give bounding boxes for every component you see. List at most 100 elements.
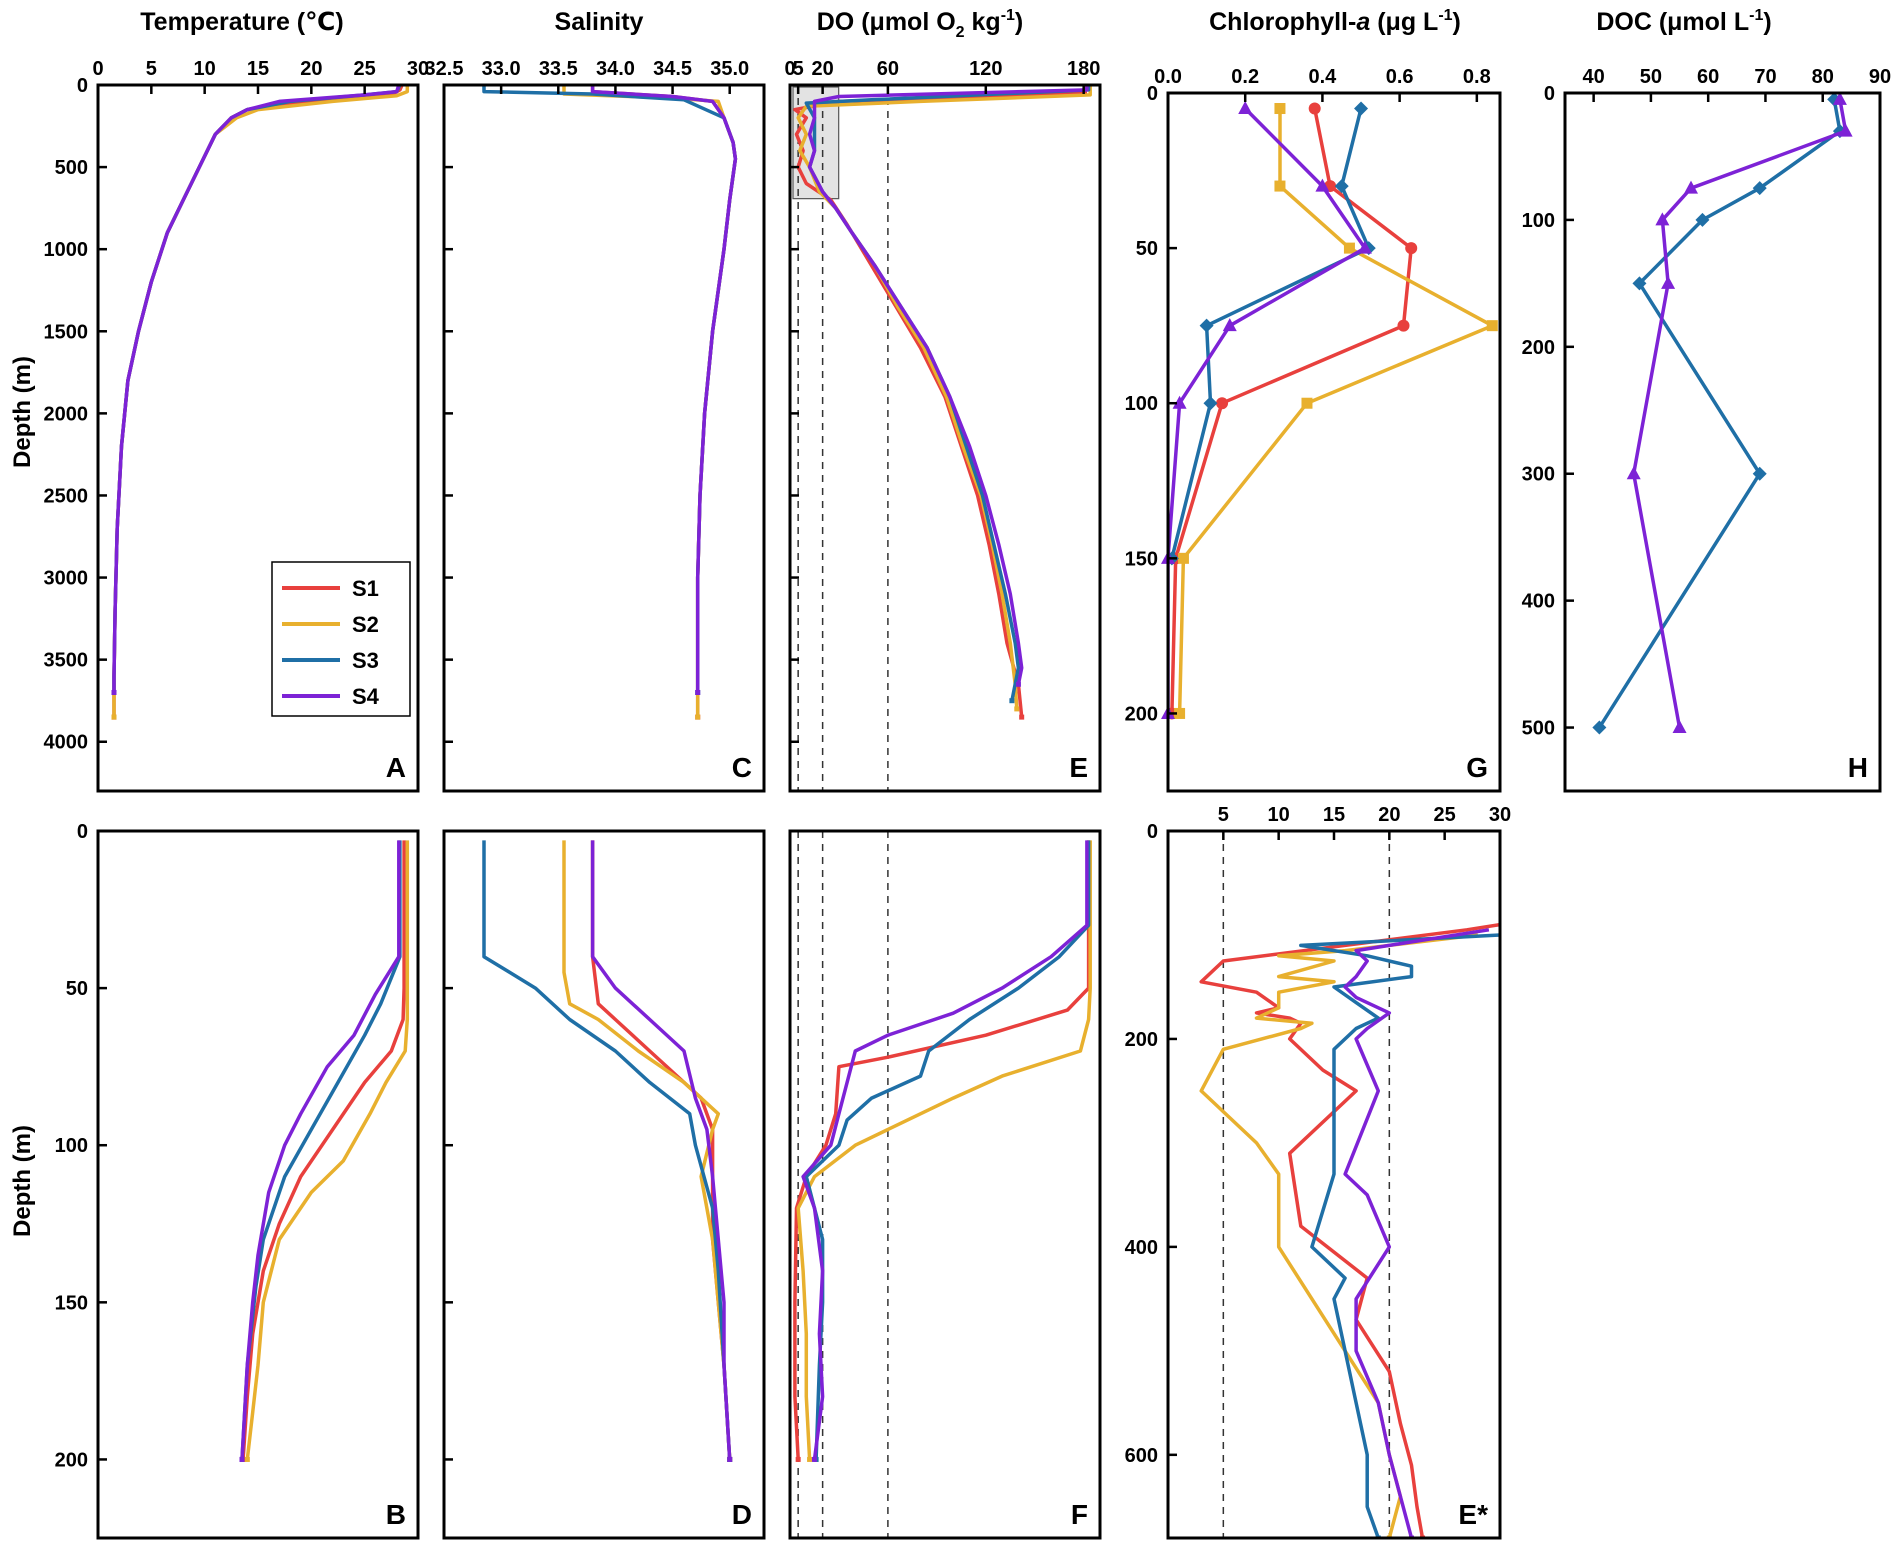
legend-label-s3: S3 (352, 648, 379, 673)
series-end-f-s2 (807, 1456, 813, 1462)
series-line-h-s4 (1631, 98, 1848, 728)
series-line-c-s4 (590, 85, 738, 693)
series-line-g-s2 (1177, 108, 1495, 714)
x-tick-label-e-3: 60 (877, 58, 899, 80)
x-tick-label-e-2: 20 (812, 58, 834, 80)
x-tick-label-g-3: 0.6 (1386, 66, 1414, 88)
series-line-g-s3 (1170, 108, 1371, 559)
series-line-f-s4 (801, 840, 1089, 1460)
data-point-g-s4-2 (1357, 240, 1372, 254)
data-point-g-s2-4 (1301, 397, 1313, 409)
panel-label-g: G (1466, 752, 1488, 783)
x-tick-label-e-4: 120 (969, 58, 1002, 80)
data-point-g-s4-4 (1172, 395, 1187, 409)
y-tick-label-e-star-1: 200 (1125, 1029, 1158, 1051)
panel-label-e-star: E* (1458, 1499, 1488, 1530)
panel-g: 0.0 0.2 0.4 0.6 0.8 0 50 100 150 200 G (1125, 66, 1502, 793)
series-end-a-s4 (111, 689, 117, 695)
series-end-c-s4 (695, 689, 701, 695)
x-tick-label-e-5: 180 (1067, 58, 1100, 80)
data-point-h-s4-4 (1661, 275, 1676, 289)
x-tick-label-h-1: 50 (1640, 66, 1662, 88)
y-tick-label-b-2: 100 (55, 1135, 88, 1157)
y-tick-label-h-1: 100 (1522, 210, 1555, 232)
legend-label-s2: S2 (352, 612, 379, 637)
data-point-h-s4-0 (1832, 91, 1847, 105)
data-point-g-s1-2 (1405, 242, 1418, 255)
x-tick-label-h-2: 60 (1697, 66, 1719, 88)
data-point-h-s3-3 (1695, 212, 1710, 227)
x-tick-label-h-4: 80 (1812, 66, 1834, 88)
series-end-f-s1 (795, 1456, 801, 1462)
series-line-d-s3 (482, 840, 732, 1460)
chlorophyll-title: Chlorophyll-a (μg L-1) (1209, 7, 1461, 36)
data-point-h-s3-6 (1592, 720, 1607, 735)
y-tick-label-b-0: 0 (77, 821, 88, 843)
panel-a: 0 5 10 15 20 25 30 0 500 1000 1500 2000 2500 3000 3500… (44, 58, 429, 793)
x-tick-label-g-2: 0.4 (1309, 66, 1338, 88)
x-tick-label-a-0: 0 (92, 58, 103, 80)
salinity-title: Salinity (555, 8, 644, 36)
data-point-h-s4-1 (1838, 123, 1853, 137)
series-end-e-s3 (1009, 698, 1015, 704)
data-point-g-s2-6 (1174, 707, 1186, 719)
plot-frame-b (96, 829, 420, 1540)
panel-f: F (788, 829, 1102, 1540)
x-tick-label-e-star-3: 20 (1378, 804, 1400, 826)
series-end-d-s4 (727, 1456, 733, 1462)
plot-frame-e (788, 83, 1102, 793)
series-line-e-star-s2 (1199, 933, 1479, 1538)
temperature-title: Temperature (℃) (140, 8, 343, 36)
legend-label-s4: S4 (352, 684, 380, 709)
y-tick-label-e-star-3: 600 (1125, 1445, 1158, 1467)
plot-frame-h (1563, 91, 1882, 793)
y-tick-label-a-6: 3000 (44, 568, 89, 590)
data-point-g-s2-5 (1177, 552, 1189, 564)
panel-b: 0 50 100 150 200 B (55, 821, 420, 1540)
data-point-h-s3-2 (1752, 181, 1767, 196)
panel-label-a: A (386, 752, 406, 783)
y-tick-label-b-4: 200 (55, 1449, 88, 1471)
legend-box (271, 561, 411, 717)
series-line-d-s2 (562, 840, 732, 1460)
series-end-f-s4 (811, 1456, 817, 1462)
series-end-b-s4 (239, 1456, 245, 1462)
x-tick-label-e-star-2: 15 (1323, 804, 1345, 826)
x-tick-label-e-0: 0 (784, 58, 795, 80)
y-tick-label-g-2: 100 (1125, 393, 1158, 415)
x-tick-label-c-3: 34.0 (596, 58, 635, 80)
y-tick-label-g-3: 150 (1125, 548, 1158, 570)
data-point-g-s1-3 (1397, 319, 1410, 332)
x-tick-label-g-0: 0.0 (1154, 66, 1182, 88)
series-line-c-s2 (562, 85, 738, 718)
y-tick-label-h-3: 300 (1522, 464, 1555, 486)
data-point-h-s4-5 (1626, 466, 1641, 480)
x-tick-label-e-star-4: 25 (1434, 804, 1456, 826)
data-point-h-s4-6 (1672, 720, 1687, 734)
y-tick-label-h-5: 500 (1522, 718, 1555, 740)
x-tick-label-g-4: 0.8 (1463, 66, 1491, 88)
data-point-g-s2-3 (1486, 320, 1498, 332)
data-point-g-s3-0 (1354, 101, 1369, 116)
y-tick-label-a-7: 3500 (44, 650, 89, 672)
series-line-e-s4 (807, 85, 1089, 685)
depth-axis-label-bottom: Depth (m) (9, 1125, 36, 1237)
panel-h: 40 50 60 70 80 90 0 100 200 300 400 500 H (1522, 66, 1891, 793)
x-tick-label-e-1: 5 (793, 58, 804, 80)
y-tick-label-a-0: 0 (77, 75, 88, 97)
panel-label-d: D (732, 1499, 752, 1530)
series-line-e-star-s1 (1199, 922, 1500, 1538)
data-point-h-s4-2 (1684, 180, 1698, 194)
x-tick-label-a-1: 5 (146, 58, 157, 80)
series-end-b-s2 (244, 1456, 250, 1462)
plot-frame-d (442, 829, 766, 1540)
series-end-c-s2 (695, 714, 701, 720)
panel-e-star: 5 10 15 20 25 30 0 200 400 600 E* (1125, 804, 1511, 1540)
x-tick-label-a-5: 25 (354, 58, 376, 80)
do-title: DO (μmol O2 kg-1) (817, 7, 1024, 41)
y-tick-label-g-1: 50 (1136, 238, 1158, 260)
x-tick-label-e-star-0: 5 (1218, 804, 1229, 826)
series-end-e-s2 (1014, 706, 1020, 712)
y-tick-label-a-2: 1000 (44, 239, 89, 261)
data-point-g-s1-0 (1308, 102, 1321, 115)
